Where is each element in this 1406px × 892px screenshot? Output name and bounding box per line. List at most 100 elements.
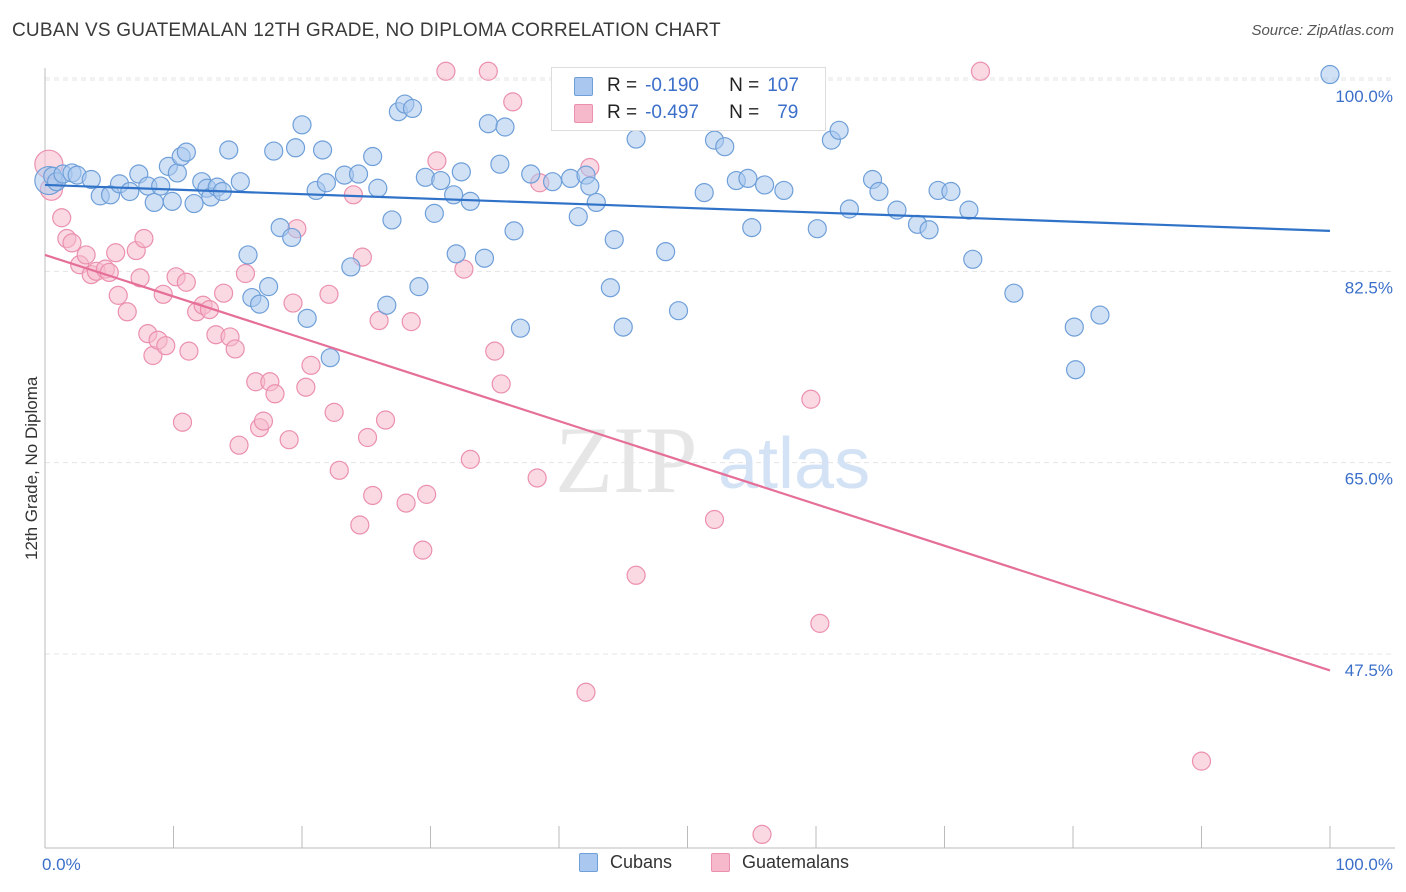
guatemalans-point: [62, 233, 82, 253]
cubans-point: [415, 167, 435, 187]
cubans-point: [742, 218, 762, 238]
cubans-point: [444, 185, 464, 205]
y-tick-label: 82.5%: [1345, 278, 1393, 297]
cubans-point: [341, 257, 361, 277]
cubans-point: [1065, 360, 1086, 380]
cubans-point: [368, 178, 388, 198]
x-tick-label: 0.0%: [42, 855, 81, 874]
y-tick-label: 65.0%: [1345, 470, 1393, 489]
cubans-point: [120, 181, 140, 202]
cubans-legend-label: Cubans: [610, 852, 673, 872]
guatemalans-point: [283, 293, 303, 313]
cubans-point: [238, 245, 258, 265]
cubans-point: [474, 248, 495, 268]
legend-item-guatemalans[interactable]: Guatemalans: [711, 852, 849, 873]
cubans-point: [586, 192, 606, 213]
guatemalans-point: [176, 272, 196, 292]
guatemalans-point: [179, 341, 199, 361]
cubans-point: [167, 163, 187, 183]
r-label: R =: [607, 102, 638, 123]
r-label: R =: [607, 75, 638, 96]
cubans-point: [184, 193, 204, 214]
cubans-point: [715, 137, 735, 157]
cubans-point: [282, 227, 302, 248]
stats-legend: R = -0.190 N = 107 R = -0.497 N = 79: [551, 67, 826, 131]
cubans-point: [869, 181, 889, 202]
guatemalans-point: [396, 493, 416, 513]
cubans-point: [1064, 317, 1084, 337]
cubans-point: [754, 175, 775, 195]
cubans-point: [81, 169, 101, 190]
cubans-point: [162, 191, 182, 211]
cubans-point: [600, 278, 621, 298]
cubans-point: [451, 162, 471, 182]
cubans-point: [312, 140, 333, 160]
guatemalans-point: [108, 285, 128, 305]
guatemalans-point: [214, 283, 234, 303]
cubans-point: [264, 141, 284, 161]
source-credit: Source: ZipAtlas.com: [1251, 22, 1394, 39]
guatemalans-point: [460, 449, 480, 469]
cubans-point: [377, 295, 397, 315]
tick-labels: 47.5% 65.0% 82.5% 100.0% 0.0% 100.0%: [42, 87, 1393, 874]
cubans-point: [510, 318, 531, 338]
cubans-point: [446, 244, 466, 264]
guatemalans-point: [106, 243, 126, 263]
guatemalans-point: [810, 613, 830, 633]
guatemalans-point: [301, 355, 321, 375]
n-value: 107: [767, 75, 799, 96]
n-label: N =: [729, 102, 760, 123]
guatemalans-point: [229, 435, 249, 455]
guatemalans-swatch: [574, 103, 593, 123]
guatemalans-point: [752, 824, 772, 845]
y-axis-title: 12th Grade, No Diploma: [22, 376, 41, 560]
cubans-point: [285, 138, 306, 158]
guatemalans-point: [76, 245, 96, 265]
cubans-point: [656, 242, 676, 262]
gridlines: [45, 77, 1395, 655]
guatemalans-point: [130, 268, 150, 288]
cubans-point: [626, 129, 646, 149]
guatemalans-point: [199, 300, 220, 320]
guatemalans-point: [626, 565, 646, 585]
cubans-point: [1004, 283, 1024, 303]
guatemalans-point: [52, 208, 72, 228]
y-tick-label: 100.0%: [1335, 87, 1393, 106]
cubans-point: [490, 154, 510, 174]
trend-lines: [44, 183, 1331, 672]
guatemalans-legend-label: Guatemalans: [742, 852, 850, 872]
guatemalans-point: [413, 540, 433, 560]
cubans-point: [495, 117, 515, 137]
guatemalans-point: [265, 384, 285, 404]
guatemalans-point: [527, 468, 547, 488]
cubans-legend-swatch: [579, 853, 598, 872]
cubans-point: [258, 277, 279, 297]
r-value: -0.497: [645, 102, 699, 123]
cubans-point: [829, 120, 849, 140]
cubans-point: [292, 115, 312, 135]
watermark-atlas: atlas: [718, 424, 870, 504]
cubans-point: [230, 172, 250, 192]
guatemalans-point: [1191, 751, 1212, 771]
cubans-points: [34, 64, 1340, 380]
guatemalans-points: [34, 61, 1212, 845]
cubans-point: [363, 146, 383, 167]
cubans-point: [668, 301, 689, 321]
guatemalans-point: [324, 402, 344, 422]
cubans-point: [694, 183, 714, 203]
cubans-point: [521, 164, 541, 184]
guatemalans-point: [478, 61, 498, 81]
cubans-point: [504, 221, 524, 241]
guatemalans-legend-swatch: [711, 853, 730, 872]
cubans-point: [839, 199, 860, 219]
guatemalans-point: [369, 310, 389, 331]
cubans-point: [542, 172, 563, 192]
legend-item-cubans[interactable]: Cubans: [579, 852, 672, 873]
guatemalans-point: [436, 61, 456, 81]
guatemalans-point: [576, 682, 596, 702]
cubans-point: [1090, 305, 1110, 325]
cubans-point: [409, 277, 429, 297]
x-tick-label: 100.0%: [1335, 855, 1393, 874]
y-tick-label: 47.5%: [1345, 661, 1393, 680]
